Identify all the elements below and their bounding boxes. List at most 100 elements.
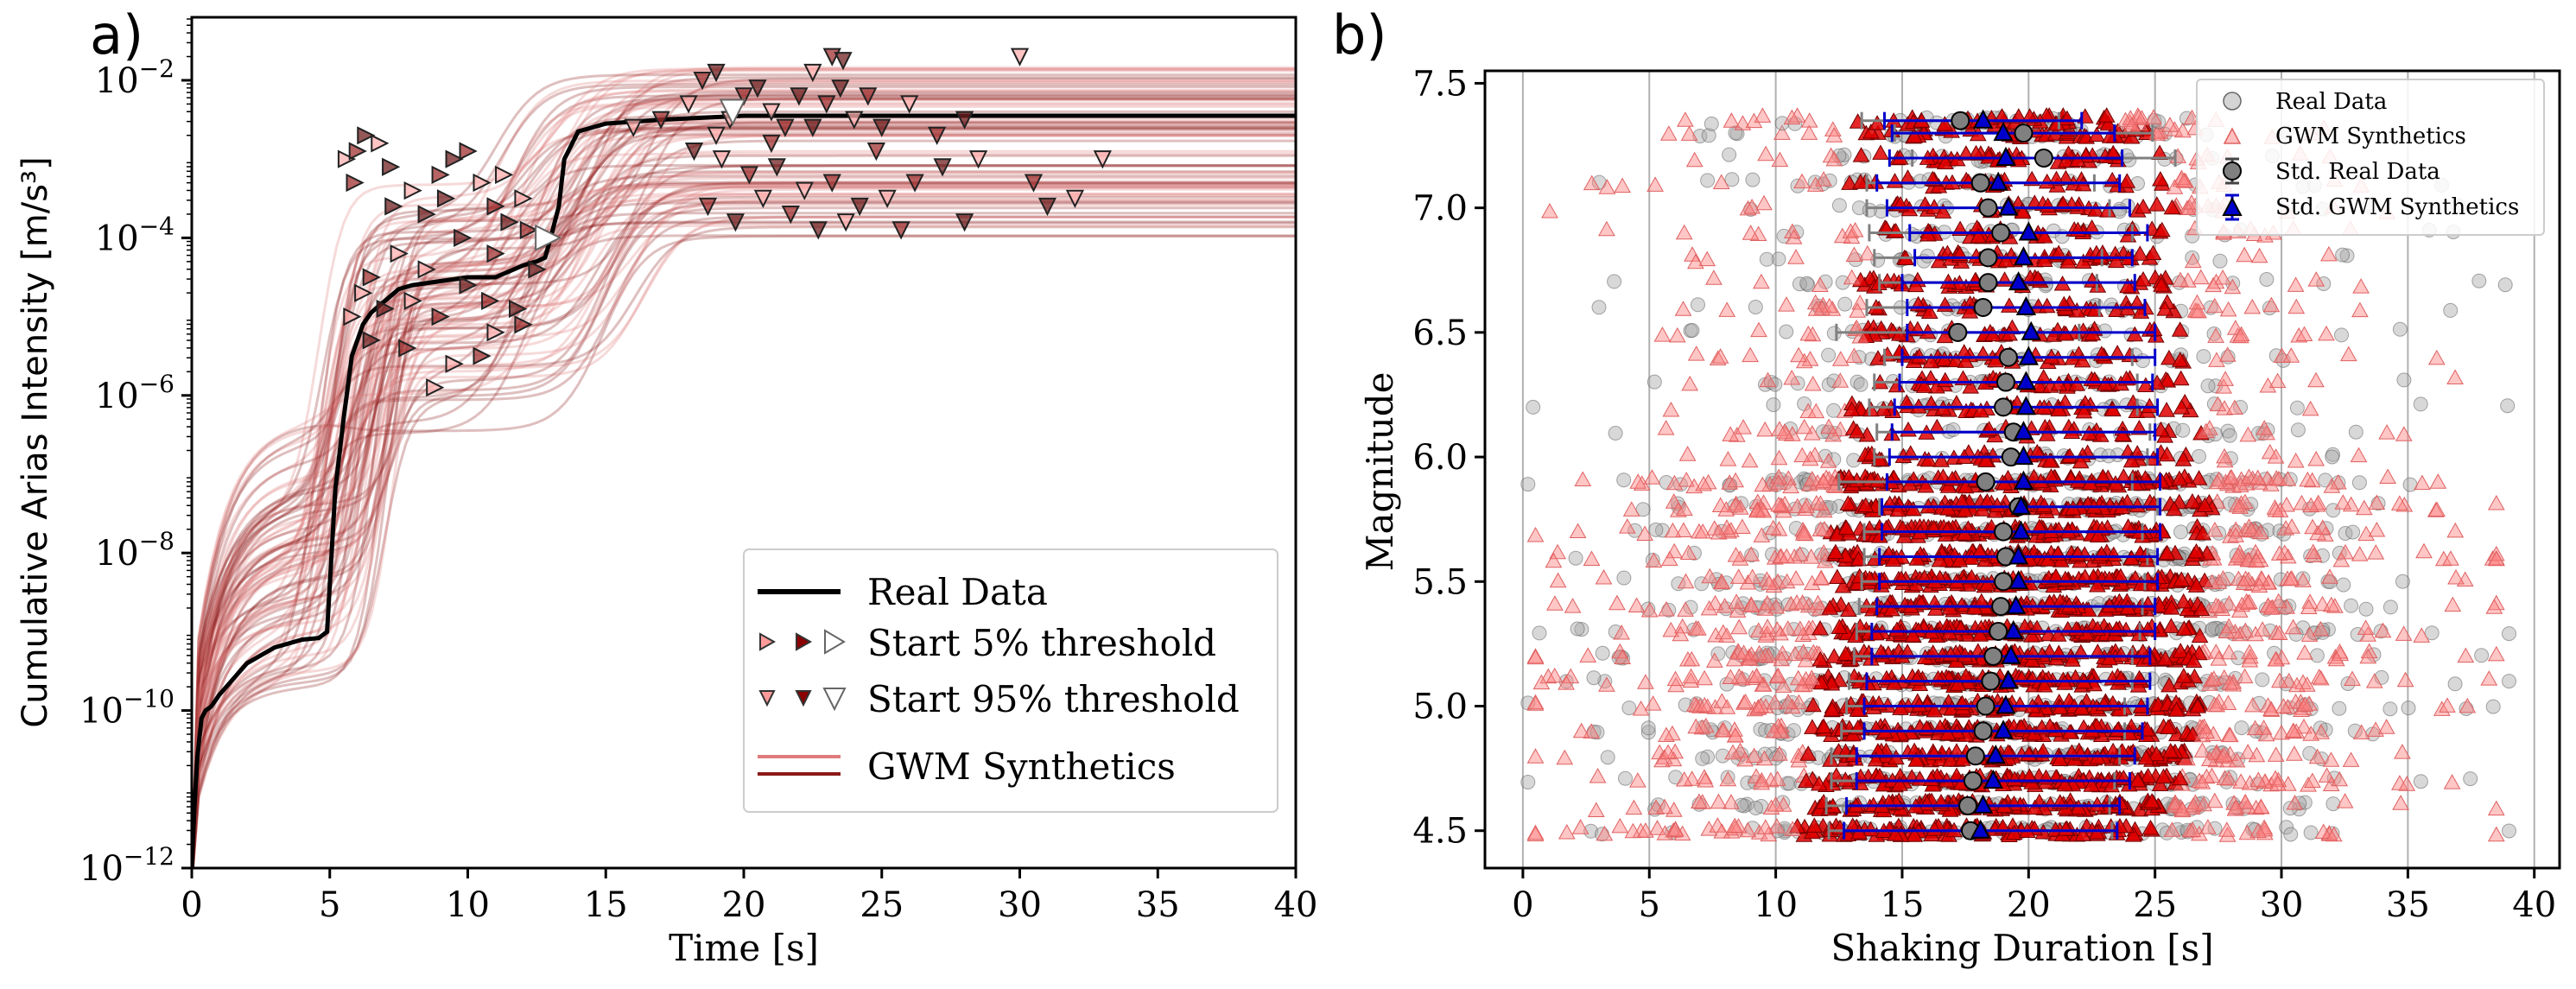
- gwm-synthetic-point: [1850, 567, 1869, 584]
- gwm-synthetic-point: [1790, 346, 1807, 363]
- gwm-synthetic-point: [2312, 620, 2330, 637]
- gwm-synthetic-line: [192, 79, 1296, 868]
- gwm-synthetic-point: [1962, 378, 1980, 394]
- gwm-synthetic-point: [1812, 569, 1830, 586]
- gwm-synthetic-point: [2344, 670, 2361, 686]
- gwm-synthetic-point: [2156, 650, 2174, 666]
- gwm-synthetic-point: [1685, 151, 1704, 168]
- gwm-synthetic-point: [2287, 723, 2306, 739]
- gwm-synthetic-point: [1831, 351, 1850, 366]
- gwm-synthetic-point: [2161, 117, 2179, 132]
- x-tick-label: 25: [860, 885, 904, 925]
- gwm-synthetic-line: [192, 66, 1296, 868]
- gwm-synthetic-point: [1710, 523, 1728, 540]
- real-data-point: [2347, 723, 2363, 739]
- gwm-synthetic-point: [2331, 770, 2349, 787]
- gwm-synthetic-point: [1722, 669, 1740, 684]
- gwm-synthetic-point: [2227, 799, 2245, 815]
- gwm-synthetic-point: [2220, 770, 2237, 786]
- gwm-synthetic-point: [2296, 644, 2313, 660]
- gwm-synthetic-line: [192, 76, 1296, 868]
- real-data-point: [2212, 253, 2228, 269]
- gwm-synthetic-point: [2287, 298, 2306, 314]
- gwm-synthetic-point: [1744, 669, 1761, 685]
- gwm-synthetic-point: [2014, 203, 2032, 219]
- gwm-synthetic-point: [1724, 744, 1742, 760]
- gwm-synthetic-point: [2208, 473, 2226, 490]
- real-data-point: [2344, 598, 2359, 613]
- real-data-point: [1945, 422, 1961, 437]
- gwm-synthetic-point: [2318, 767, 2336, 783]
- gwm-synthetic-point: [2288, 676, 2306, 693]
- real-data-point: [1600, 750, 1615, 765]
- gwm-synthetic-point: [1718, 699, 1736, 714]
- gwm-synthetic-point: [1728, 593, 1745, 609]
- gwm-synthetic-line: [192, 123, 1296, 868]
- gwm-synthetic-point: [1806, 176, 1824, 192]
- gwm-synthetic-line: [192, 193, 1296, 868]
- real-data-point: [1837, 147, 1852, 162]
- gwm-synthetic-point: [1815, 171, 1832, 187]
- gwm-synthetic-point: [2246, 720, 2264, 736]
- gwm-synthetic-point: [1770, 468, 1787, 485]
- start5-marker: [343, 307, 362, 326]
- gwm-synthetic-point: [2193, 774, 2211, 789]
- gwm-synthetic-point: [2207, 327, 2224, 343]
- start95-marker: [762, 134, 781, 154]
- gwm-synthetic-point: [2205, 276, 2222, 293]
- gwm-synthetic-point: [1815, 544, 1833, 560]
- gwm-synthetic-point: [1675, 522, 1692, 537]
- gwm-synthetic-point: [1956, 525, 1974, 541]
- panel-a-y-label: Cumulative Arias Intensity [m/s³]: [16, 156, 55, 727]
- gwm-synthetic-point: [1754, 502, 1773, 518]
- gwm-synthetic-point: [2075, 403, 2093, 419]
- gwm-synthetic-point: [1731, 499, 1749, 515]
- real-data-point: [1904, 226, 1919, 242]
- gwm-synthetic-point: [2187, 542, 2205, 559]
- gwm-synthetic-point: [2152, 421, 2170, 437]
- gwm-synthetic-point: [1677, 601, 1694, 617]
- gwm-synthetic-point: [2050, 401, 2068, 417]
- gwm-synthetic-point: [2309, 524, 2326, 541]
- real-data-point: [1826, 452, 1842, 467]
- gwm-synthetic-point: [2072, 453, 2090, 469]
- real-data-point: [1826, 373, 1842, 389]
- gwm-synthetic-point: [2236, 668, 2254, 684]
- gwm-synthetic-point: [1936, 327, 1954, 344]
- gwm-synthetic-point: [1899, 643, 1916, 659]
- gwm-synthetic-point: [1801, 450, 1819, 466]
- real-data-point: [2370, 496, 2386, 511]
- gwm-synthetic-point: [2192, 269, 2210, 285]
- gwm-synthetic-point: [2089, 527, 2107, 542]
- gwm-synthetic-point: [1549, 572, 1567, 588]
- gwm-synthetic-point: [1722, 426, 1740, 441]
- real-data-point: [1919, 248, 1935, 263]
- gwm-synthetic-point: [1984, 326, 2002, 342]
- gwm-synthetic-point: [1675, 224, 1693, 240]
- legend-frame: [743, 548, 1278, 813]
- gwm-synthetic-point: [1820, 418, 1837, 434]
- start95-marker: [834, 52, 853, 71]
- gwm-synthetic-line: [192, 195, 1296, 868]
- gwm-synthetic-point: [2269, 593, 2287, 609]
- real-data-point: [2207, 821, 2223, 836]
- gwm-synthetic-point: [1558, 675, 1575, 690]
- start5-marker: [417, 205, 436, 224]
- gwm-synthetic-line: [192, 235, 1296, 868]
- gwm-synthetic-point: [2213, 748, 2231, 764]
- gwm-synthetic-point: [1761, 574, 1778, 590]
- gwm-synthetic-point: [1809, 594, 1827, 611]
- start5-marker: [346, 173, 365, 193]
- gwm-synthetic-point: [2275, 698, 2293, 713]
- gwm-synthetic-point: [2222, 469, 2239, 485]
- gwm-synthetic-point: [2429, 473, 2447, 489]
- gwm-synthetic-point: [2152, 170, 2169, 187]
- gwm-synthetic-point: [1993, 108, 2011, 124]
- gwm-synthetic-point: [1629, 772, 1646, 788]
- gwm-synthetic-point: [2295, 718, 2313, 734]
- gwm-synthetic-point: [1821, 599, 1839, 615]
- gwm-synthetic-point: [2259, 697, 2277, 713]
- gwm-synthetic-point: [1875, 401, 1893, 416]
- gwm-synthetic-point: [2243, 521, 2261, 537]
- gwm-synthetic-point: [2235, 574, 2253, 590]
